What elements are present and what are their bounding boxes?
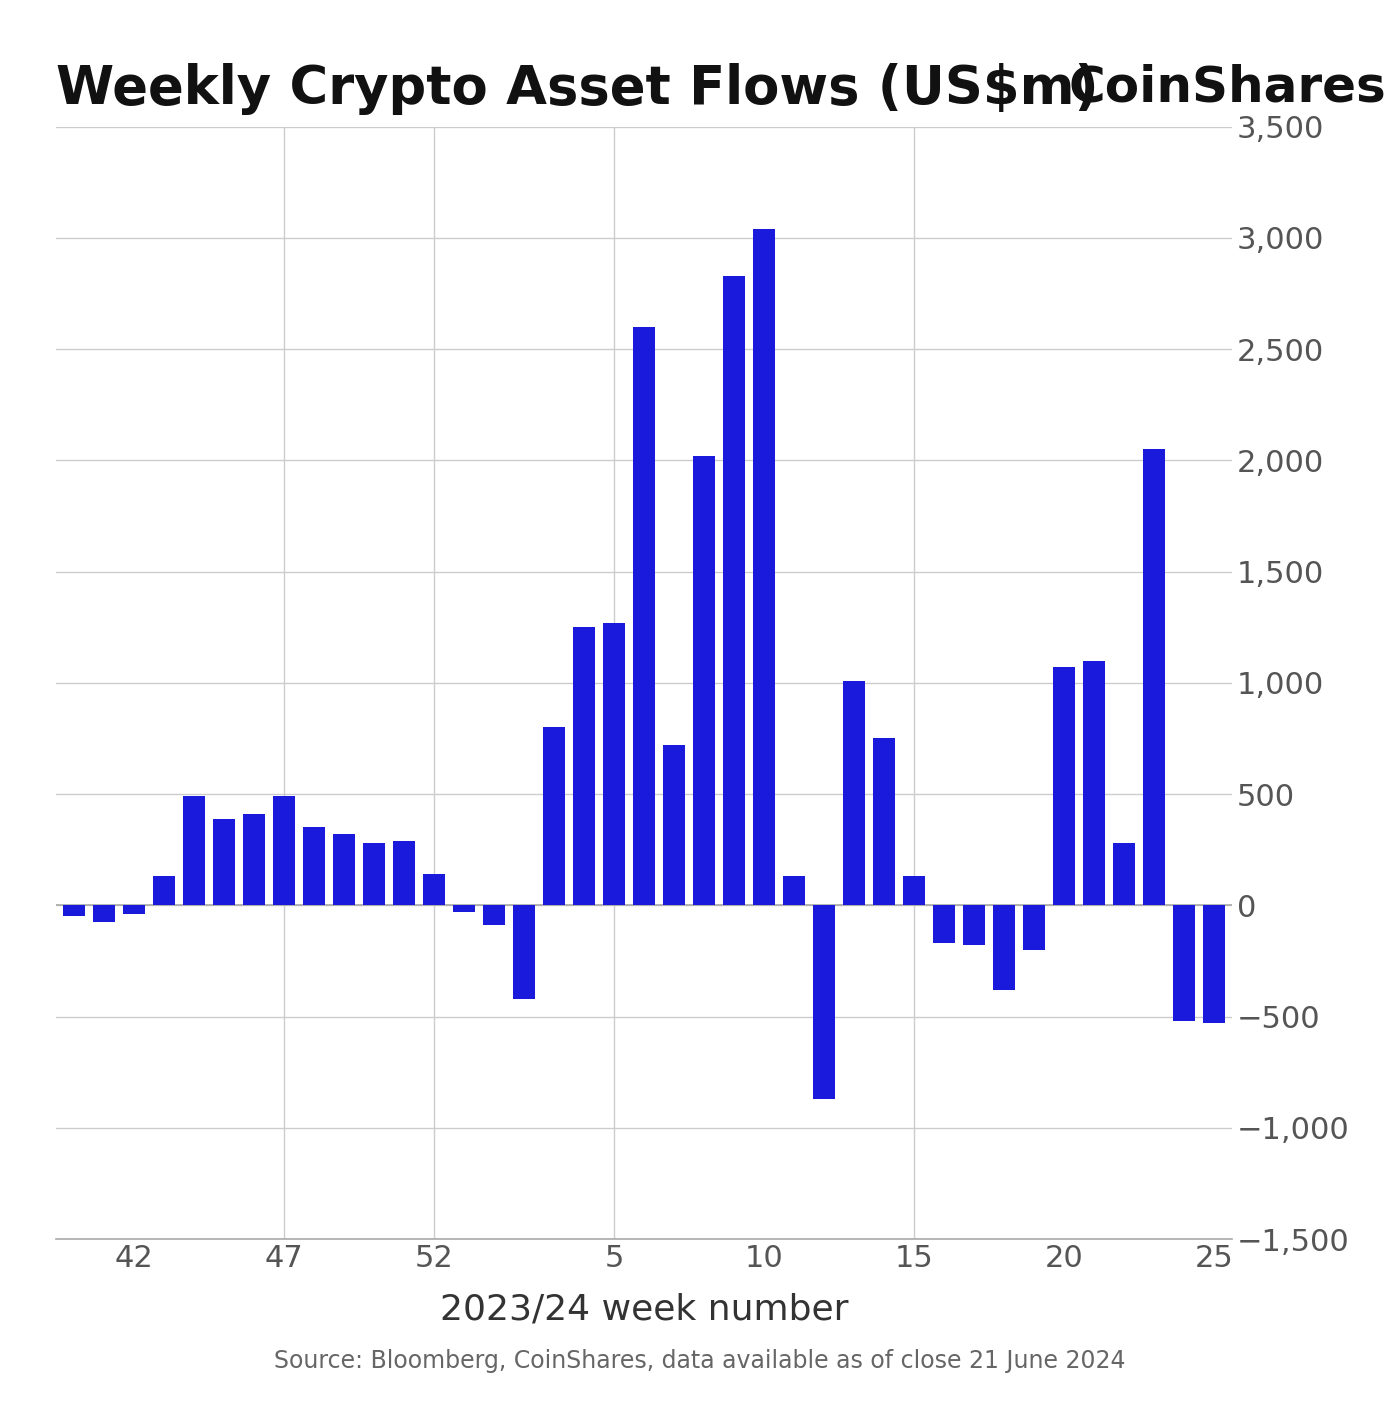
Bar <box>123 905 146 914</box>
Text: Weekly Crypto Asset Flows (US$m): Weekly Crypto Asset Flows (US$m) <box>56 63 1099 115</box>
Bar <box>393 841 416 905</box>
Bar <box>843 680 865 905</box>
Bar <box>452 905 475 912</box>
Bar <box>63 905 85 917</box>
Bar <box>333 834 356 905</box>
Bar <box>722 276 745 905</box>
Bar <box>273 797 295 905</box>
Bar <box>153 876 175 905</box>
Text: Source: Bloomberg, CoinShares, data available as of close 21 June 2024: Source: Bloomberg, CoinShares, data avai… <box>274 1349 1126 1373</box>
Bar <box>603 622 626 905</box>
Bar <box>813 905 836 1098</box>
X-axis label: 2023/24 week number: 2023/24 week number <box>440 1293 848 1326</box>
Bar <box>753 230 776 905</box>
Bar <box>543 728 566 905</box>
Bar <box>693 456 715 905</box>
Bar <box>1053 667 1075 905</box>
Bar <box>903 876 925 905</box>
Bar <box>302 828 325 905</box>
Bar <box>1203 905 1225 1024</box>
Bar <box>1023 905 1046 950</box>
Text: CoinShares: CoinShares <box>1068 63 1386 111</box>
Bar <box>1113 843 1135 905</box>
Bar <box>633 327 655 905</box>
Bar <box>932 905 955 943</box>
Bar <box>512 905 535 998</box>
Bar <box>963 905 986 945</box>
Bar <box>483 905 505 925</box>
Bar <box>423 874 445 905</box>
Bar <box>1173 905 1196 1021</box>
Bar <box>872 739 895 905</box>
Bar <box>92 905 115 922</box>
Bar <box>363 843 385 905</box>
Bar <box>1082 660 1105 905</box>
Bar <box>242 814 265 905</box>
Bar <box>183 797 206 905</box>
Bar <box>783 876 805 905</box>
Bar <box>573 628 595 905</box>
Bar <box>662 745 685 905</box>
Bar <box>1142 449 1165 905</box>
Bar <box>993 905 1015 990</box>
Bar <box>213 818 235 905</box>
